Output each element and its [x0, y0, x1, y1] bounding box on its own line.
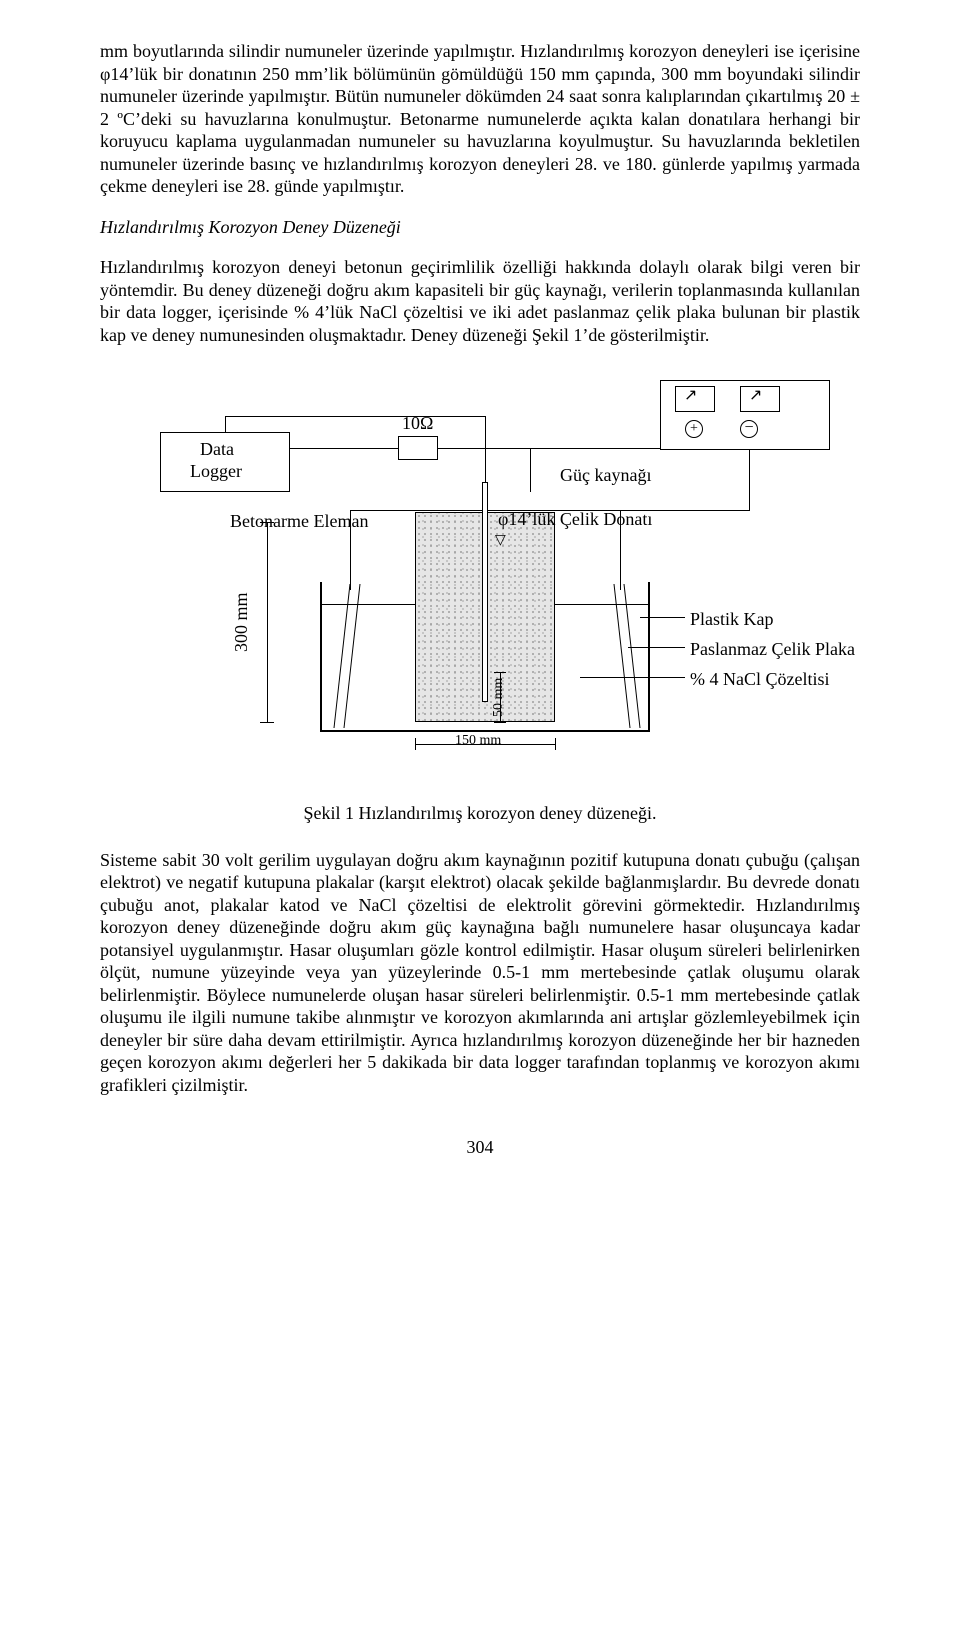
rebar-label: φ14’lük Çelik Donatı: [498, 508, 652, 531]
wire: [530, 448, 680, 449]
triangle-icon: ▽: [495, 532, 506, 550]
nacl-label: % 4 NaCl Çözeltisi: [690, 668, 829, 691]
dim-150mm: 150 mm: [455, 732, 501, 750]
steel-plate-left: [332, 584, 382, 730]
wire: [225, 416, 485, 417]
pointer-line: [640, 617, 685, 618]
resistor-label: 10Ω: [402, 412, 433, 435]
pointer-line: [628, 647, 685, 648]
figure-1: Data Logger 10Ω ↗ ↗: [100, 372, 860, 825]
dim-line: [267, 522, 268, 722]
dim-tick: [494, 672, 506, 673]
dim-tick: [260, 522, 274, 523]
container-right: [648, 582, 650, 732]
dim-tick: [415, 738, 416, 750]
rebar: [482, 482, 488, 702]
dim-tick: [555, 738, 556, 750]
wire: [438, 448, 530, 449]
paragraph-1: mm boyutlarında silindir numuneler üzeri…: [100, 40, 860, 198]
psu-plus-terminal: +: [685, 420, 703, 438]
dim-50mm: 50 mm: [490, 678, 508, 717]
steel-plate-right: [592, 584, 642, 730]
paragraph-3: Sisteme sabit 30 volt gerilim uygulayan …: [100, 849, 860, 1097]
page-number: 304: [100, 1136, 860, 1159]
paragraph-2: Hızlandırılmış korozyon deneyi betonun g…: [100, 256, 860, 346]
section-heading: Hızlandırılmış Korozyon Deney Düzeneği: [100, 216, 860, 239]
wire: [485, 416, 486, 482]
wire: [530, 448, 531, 492]
dim-300mm: 300 mm: [230, 592, 253, 652]
resistor-box: [398, 436, 438, 460]
figure-caption: Şekil 1 Hızlandırılmış korozyon deney dü…: [100, 802, 860, 825]
data-logger-label-1: Data: [200, 438, 234, 461]
pointer-line: [580, 677, 685, 678]
steel-plate-label: Paslanmaz Çelik Plaka: [690, 638, 855, 661]
concrete-label: Betonarme Eleman: [230, 510, 368, 533]
dim-tick: [494, 722, 506, 723]
wire: [225, 416, 226, 432]
wire: [290, 448, 398, 449]
plastic-cup-label: Plastik Kap: [690, 608, 774, 631]
wire: [749, 450, 750, 510]
data-logger-label-2: Logger: [190, 460, 242, 483]
psu-minus-terminal: −: [740, 420, 758, 438]
power-supply-label: Güç kaynağı: [560, 464, 651, 487]
needle-icon: ↗: [749, 386, 762, 406]
dim-tick: [260, 722, 274, 723]
needle-icon: ↗: [684, 386, 697, 406]
